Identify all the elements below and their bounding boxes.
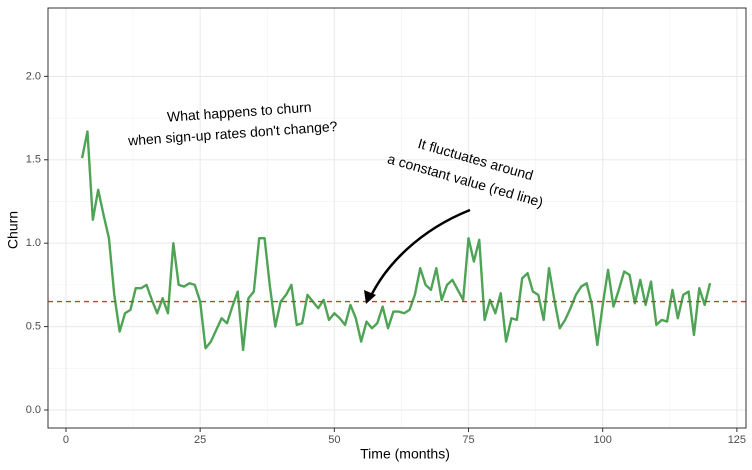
x-tick-label: 50 bbox=[328, 434, 340, 446]
panel-border bbox=[47, 7, 747, 429]
x-tick-label: 75 bbox=[462, 434, 474, 446]
y-axis-title: Churn bbox=[5, 211, 21, 249]
y-tick-label: 0.0 bbox=[26, 404, 41, 416]
line-series bbox=[80, 130, 712, 352]
y-tick-label: 2.0 bbox=[26, 70, 41, 82]
x-tick-label: 125 bbox=[728, 434, 746, 446]
marks bbox=[48, 130, 746, 352]
x-tick-label: 25 bbox=[194, 434, 206, 446]
x-tick-label: 100 bbox=[594, 434, 612, 446]
x-tick-label: 0 bbox=[63, 434, 69, 446]
arrow-head bbox=[364, 290, 376, 304]
y-tick-label: 1.5 bbox=[26, 154, 41, 166]
plot-panel bbox=[48, 8, 746, 428]
arrow bbox=[367, 208, 471, 301]
y-tick-label: 1.0 bbox=[26, 237, 41, 249]
x-axis-title: Time (months) bbox=[360, 446, 450, 462]
y-tick-label: 0.5 bbox=[26, 320, 41, 332]
grid bbox=[48, 8, 746, 428]
